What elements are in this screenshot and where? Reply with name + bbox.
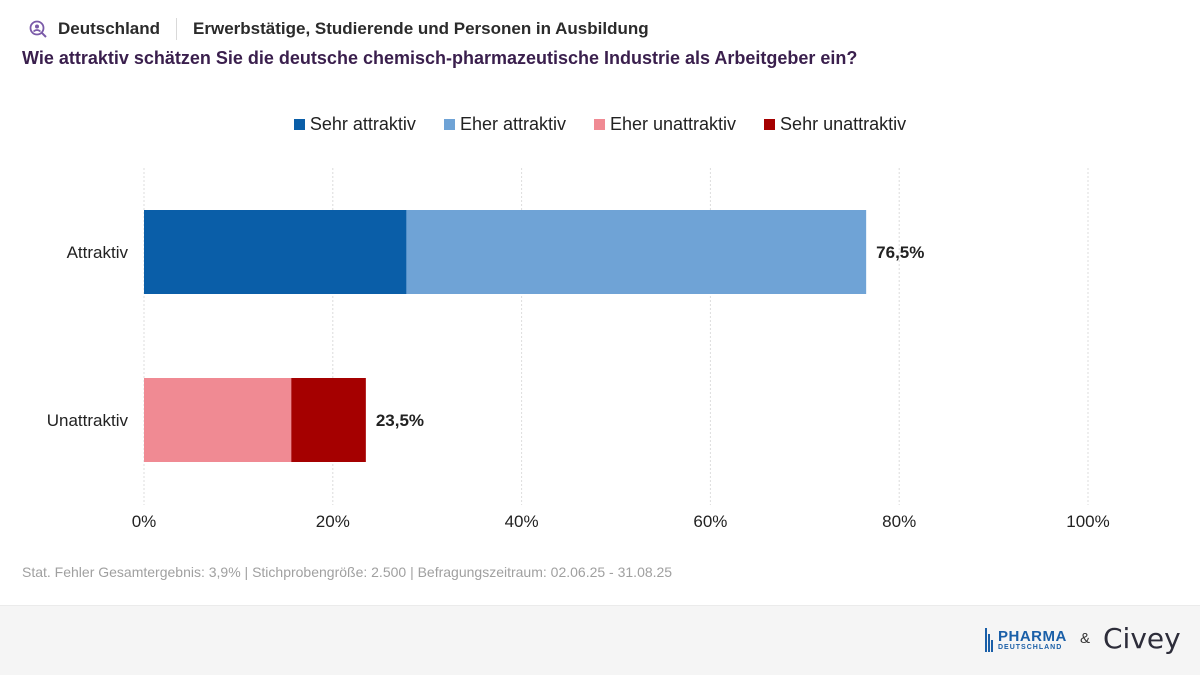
legend-item-sehr-attraktiv: Sehr attraktiv bbox=[293, 114, 416, 135]
legend-swatch bbox=[593, 119, 605, 130]
legend-label: Eher attraktiv bbox=[459, 114, 566, 134]
legend-label: Sehr attraktiv bbox=[309, 114, 416, 134]
bar-segment bbox=[291, 378, 366, 462]
pharma-logo-text: PHARMA bbox=[998, 628, 1067, 645]
civey-logo: Civey bbox=[1103, 622, 1181, 655]
chart-header: Deutschland Erwerbstätige, Studierende u… bbox=[28, 17, 649, 41]
region-person-icon bbox=[28, 19, 48, 39]
pharma-bars-icon bbox=[985, 628, 994, 652]
footer-bar: PHARMA DEUTSCHLAND & Civey bbox=[0, 605, 1200, 675]
pharma-deutschland-logo: PHARMA DEUTSCHLAND bbox=[985, 628, 1067, 652]
legend-item-eher-attraktiv: Eher attraktiv bbox=[443, 114, 566, 135]
legend-swatch bbox=[293, 119, 305, 130]
x-tick-label: 100% bbox=[1066, 512, 1109, 531]
population-label: Erwerbstätige, Studierende und Personen … bbox=[193, 19, 649, 38]
bar-total-label: 76,5% bbox=[876, 243, 924, 262]
pharma-logo-subtext: DEUTSCHLAND bbox=[998, 644, 1063, 651]
legend-item-eher-unattraktiv: Eher unattraktiv bbox=[593, 114, 737, 135]
bar-segment bbox=[406, 210, 867, 294]
x-tick-label: 60% bbox=[693, 512, 727, 531]
category-label: Unattraktiv bbox=[47, 411, 129, 430]
x-tick-label: 80% bbox=[882, 512, 916, 531]
bar-segment bbox=[144, 210, 407, 294]
legend-swatch bbox=[764, 119, 776, 130]
x-tick-label: 20% bbox=[316, 512, 350, 531]
survey-footnote: Stat. Fehler Gesamtergebnis: 3,9% | Stic… bbox=[22, 564, 673, 580]
region-label: Deutschland bbox=[58, 19, 161, 38]
legend-label: Eher unattraktiv bbox=[609, 114, 737, 134]
logo-ampersand: & bbox=[1080, 630, 1091, 647]
x-tick-label: 0% bbox=[132, 512, 157, 531]
question-title: Wie attraktiv schätzen Sie die deutsche … bbox=[22, 48, 858, 68]
x-tick-label: 40% bbox=[505, 512, 539, 531]
legend-label: Sehr unattraktiv bbox=[780, 114, 907, 134]
chart-legend: Sehr attraktiv Eher attraktiv Eher unatt… bbox=[0, 114, 1200, 135]
legend-swatch bbox=[443, 119, 455, 130]
legend-item-sehr-unattraktiv: Sehr unattraktiv bbox=[764, 114, 906, 135]
bar-segment bbox=[144, 378, 292, 462]
bar-total-label: 23,5% bbox=[376, 411, 424, 430]
header-divider bbox=[176, 18, 178, 40]
category-label: Attraktiv bbox=[67, 243, 129, 262]
bar-chart: 0% 20% 40% 60% 80% 100% Attraktiv Unattraktiv 76… bbox=[47, 168, 1110, 531]
